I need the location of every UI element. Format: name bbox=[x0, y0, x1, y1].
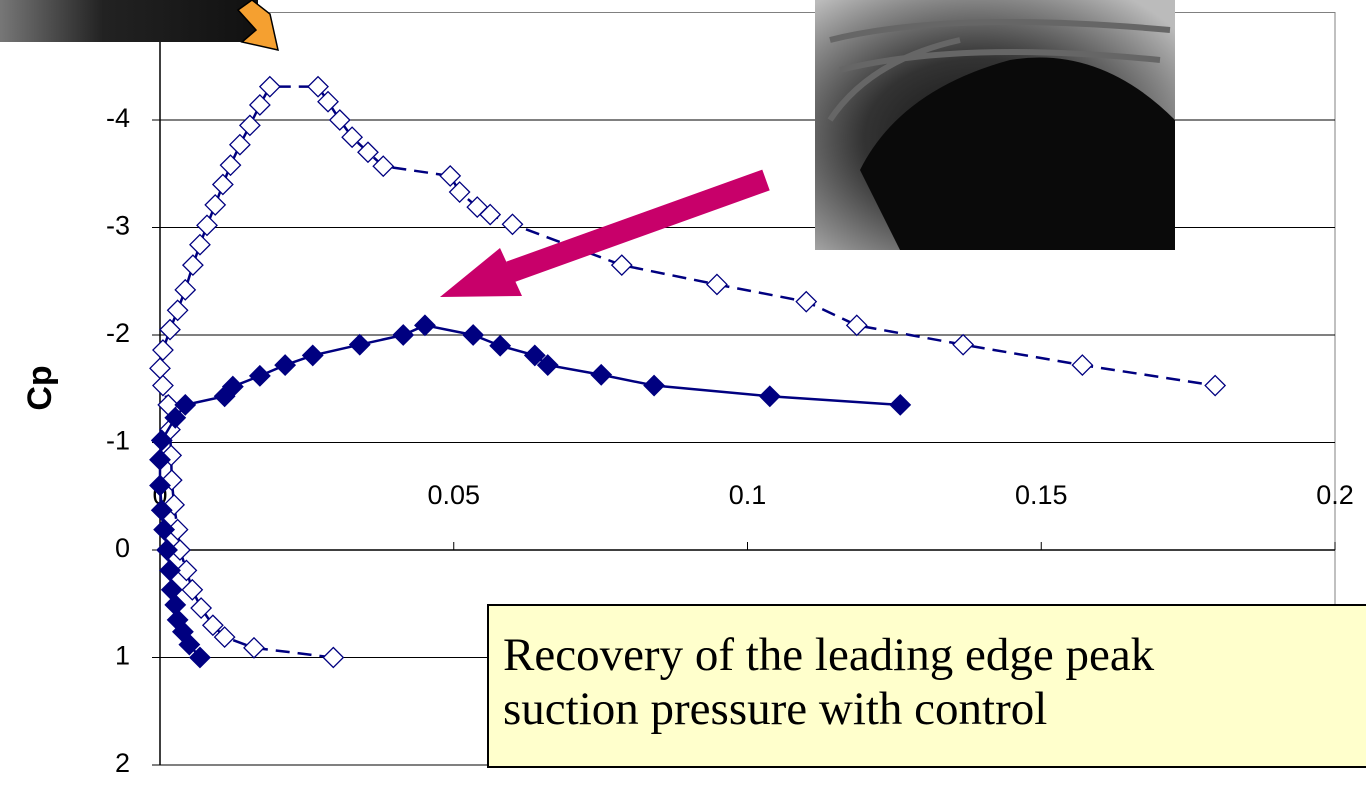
data-point bbox=[322, 646, 345, 669]
orange-arrow bbox=[236, 0, 279, 51]
x-tick-label: 0.15 bbox=[1015, 480, 1068, 510]
data-point bbox=[348, 333, 371, 356]
data-point bbox=[536, 354, 559, 377]
flow-image bbox=[815, 0, 1175, 250]
data-point bbox=[159, 318, 181, 341]
data-point bbox=[301, 344, 324, 367]
data-point bbox=[174, 278, 197, 301]
x-tick-label: 0.2 bbox=[1316, 480, 1354, 510]
data-point bbox=[889, 393, 912, 416]
data-point bbox=[274, 354, 297, 377]
data-point bbox=[175, 559, 198, 582]
data-point bbox=[152, 339, 174, 361]
magenta-arrow bbox=[440, 169, 770, 297]
y-tick-label: -2 bbox=[106, 318, 130, 348]
data-point bbox=[149, 474, 171, 497]
data-point bbox=[307, 75, 329, 98]
data-point bbox=[610, 254, 633, 277]
y-tick-label: -4 bbox=[106, 103, 130, 133]
data-point bbox=[189, 233, 211, 256]
data-point bbox=[489, 334, 512, 357]
data-point bbox=[228, 133, 251, 156]
annotation-line: Recovery of the leading edge peak bbox=[503, 629, 1155, 681]
data-point bbox=[952, 333, 975, 356]
data-point bbox=[372, 155, 395, 178]
data-point bbox=[1071, 354, 1094, 377]
data-point bbox=[248, 94, 271, 116]
data-point bbox=[190, 597, 213, 619]
y-tick-label: -1 bbox=[106, 426, 130, 456]
data-point bbox=[590, 363, 613, 386]
data-point bbox=[328, 109, 351, 131]
data-point bbox=[181, 254, 204, 277]
data-point bbox=[238, 114, 261, 137]
data-point bbox=[501, 213, 524, 236]
annotation-box: Recovery of the leading edge peak suctio… bbox=[487, 604, 1366, 768]
data-point bbox=[248, 364, 271, 387]
data-point bbox=[845, 314, 868, 337]
data-point bbox=[448, 181, 471, 203]
data-point bbox=[706, 273, 728, 296]
y-tick-label: 2 bbox=[115, 748, 130, 778]
data-point bbox=[213, 626, 236, 648]
data-point bbox=[758, 385, 781, 408]
y-tick-label: 0 bbox=[115, 533, 130, 563]
data-point bbox=[174, 393, 197, 416]
data-point bbox=[149, 357, 171, 380]
y-tick-label: 1 bbox=[115, 641, 130, 671]
data-point bbox=[152, 374, 174, 397]
data-point bbox=[439, 164, 462, 187]
data-point bbox=[221, 375, 244, 398]
data-point bbox=[166, 608, 189, 631]
data-point bbox=[211, 173, 234, 196]
data-point bbox=[462, 324, 485, 346]
data-point bbox=[258, 75, 281, 98]
data-point bbox=[317, 90, 339, 113]
data-point bbox=[357, 141, 379, 164]
data-point bbox=[153, 518, 176, 541]
data-point bbox=[414, 314, 436, 337]
data-point bbox=[523, 344, 546, 367]
data-point bbox=[150, 499, 173, 522]
data-point bbox=[196, 214, 218, 237]
y-tick-label: -3 bbox=[106, 211, 130, 241]
data-point bbox=[243, 636, 265, 659]
plot-area: -4-3-2-101200.050.10.150.2 bbox=[106, 12, 1354, 778]
annotation-line: suction pressure with control bbox=[503, 683, 1048, 735]
x-tick-label: 0.1 bbox=[729, 480, 767, 510]
data-point bbox=[160, 578, 183, 601]
data-point bbox=[219, 154, 242, 177]
data-point bbox=[166, 299, 189, 322]
data-point bbox=[201, 614, 224, 637]
y-axis-label: Cp bbox=[21, 365, 59, 410]
data-point bbox=[181, 578, 204, 601]
data-point bbox=[164, 406, 187, 429]
data-point bbox=[341, 126, 364, 149]
flow-image-small bbox=[0, 0, 258, 42]
data-point bbox=[1204, 374, 1227, 397]
data-point bbox=[643, 374, 666, 397]
data-point bbox=[189, 646, 211, 669]
data-point bbox=[479, 203, 502, 226]
data-point bbox=[164, 593, 187, 616]
data-point bbox=[150, 429, 173, 452]
data-point bbox=[156, 539, 178, 561]
data-point bbox=[159, 559, 181, 582]
x-tick-label: 0.05 bbox=[427, 480, 480, 510]
data-point bbox=[204, 194, 227, 216]
data-point bbox=[392, 324, 415, 346]
data-point bbox=[149, 448, 171, 471]
data-point bbox=[795, 290, 818, 313]
